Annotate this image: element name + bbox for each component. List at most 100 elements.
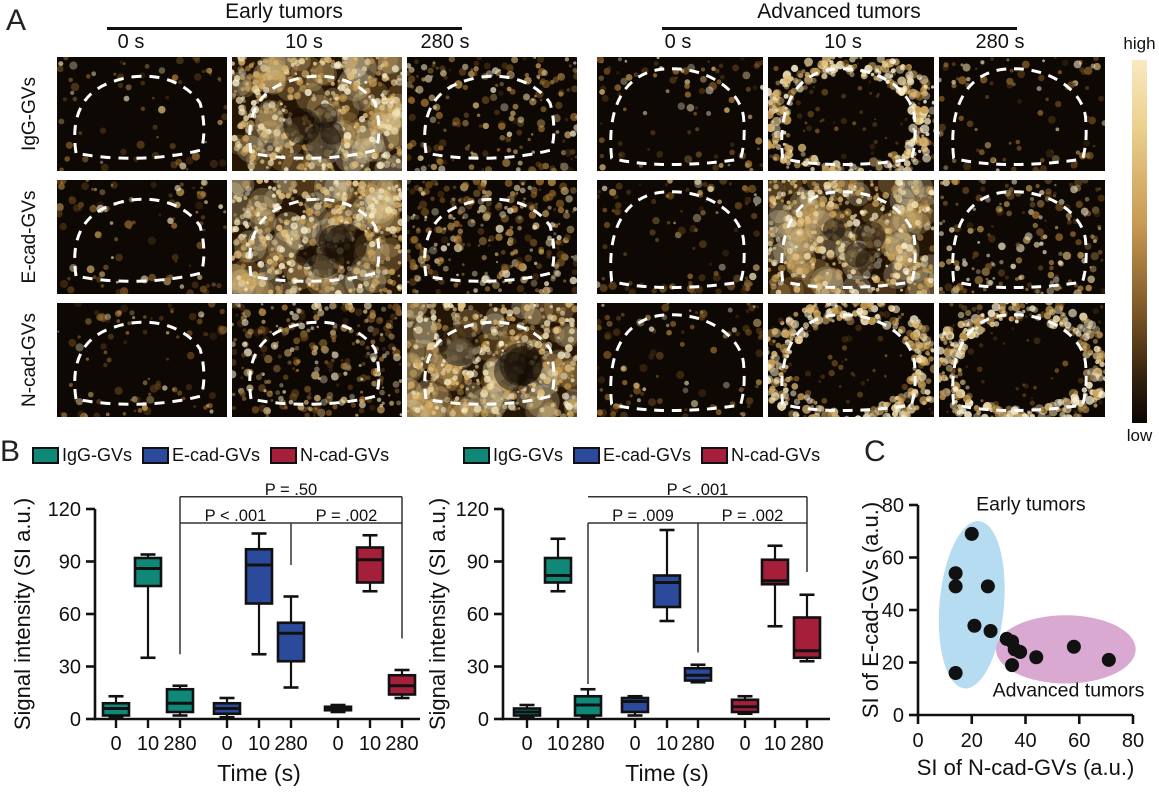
svg-text:120: 120	[456, 499, 489, 521]
svg-text:10: 10	[137, 733, 159, 755]
legend-early-plot: IgG-GVs E-cad-GVs N-cad-GVs	[32, 445, 389, 466]
svg-text:20: 20	[882, 653, 904, 675]
svg-text:60: 60	[882, 548, 904, 570]
colorbar-low-label: low	[1126, 426, 1153, 445]
cluster-label: Advanced tumors	[993, 680, 1145, 702]
svg-text:20: 20	[961, 730, 983, 752]
p-value-label: P = .50	[265, 481, 317, 499]
svg-text:30: 30	[467, 657, 489, 679]
y-axis-label: Signal intensity (SI a.u.)	[425, 498, 450, 730]
legend-item-igg: IgG-GVs	[463, 445, 563, 466]
legend-swatch-ncad	[701, 447, 729, 464]
ultrasound-image	[407, 180, 577, 294]
svg-text:40: 40	[1014, 730, 1036, 752]
time-label-early-280: 280 s	[420, 31, 470, 53]
x-axis-label: Time (s)	[625, 760, 708, 786]
scatter-point	[1101, 652, 1116, 667]
scatter-point	[948, 666, 963, 680]
svg-text:0: 0	[221, 733, 232, 755]
svg-text:0: 0	[893, 705, 904, 727]
scatter-point	[1013, 645, 1028, 659]
svg-text:280: 280	[385, 733, 418, 755]
svg-text:120: 120	[48, 499, 81, 521]
legend-item-igg: IgG-GVs	[32, 445, 132, 466]
time-label-adv-280: 280 s	[975, 31, 1025, 53]
scatter-point	[1005, 658, 1020, 673]
ultrasound-image	[939, 180, 1105, 294]
scatter-point	[964, 526, 979, 541]
time-label-early-0: 0 s	[117, 31, 145, 53]
ultrasound-image	[597, 57, 763, 171]
svg-text:10: 10	[359, 733, 381, 755]
legend-label-ncad: N-cad-GVs	[300, 445, 390, 465]
x-axis-label: Time (s)	[217, 760, 300, 786]
ultrasound-image	[768, 303, 934, 417]
cluster-ellipse	[995, 615, 1136, 684]
svg-text:280: 280	[571, 733, 604, 755]
p-value-label: P < .001	[205, 507, 267, 525]
row-label-igg: IgG-GVs	[19, 77, 40, 151]
p-value-label: P = .002	[316, 507, 378, 525]
svg-text:10: 10	[656, 733, 678, 755]
panel-c-label: C	[864, 435, 886, 468]
legend-item-ncad: N-cad-GVs	[701, 445, 820, 466]
scatter-point	[948, 566, 963, 581]
legend-label-ecad: E-cad-GVs	[603, 445, 692, 465]
legend-item-ecad: E-cad-GVs	[573, 445, 691, 466]
group-title-advanced: Advanced tumors	[757, 0, 921, 23]
legend-item-ncad: N-cad-GVs	[270, 445, 389, 466]
ultrasound-image	[407, 303, 577, 417]
y-axis-label: SI of E-cad-GVs (a.u.)	[858, 502, 883, 718]
panel-a-label: A	[6, 4, 27, 37]
advanced-underline	[662, 27, 1017, 30]
box-IgG-GVs	[165, 687, 195, 714]
legend-label-igg: IgG-GVs	[493, 445, 564, 465]
svg-text:80: 80	[1122, 730, 1144, 752]
ultrasound-image	[768, 180, 934, 294]
svg-text:10: 10	[248, 733, 270, 755]
svg-text:0: 0	[478, 709, 489, 731]
ultrasound-image	[57, 57, 227, 171]
row-label-ncad: N-cad-GVs	[19, 313, 40, 407]
svg-text:80: 80	[882, 495, 904, 517]
svg-text:60: 60	[59, 604, 81, 626]
p-value-label: P = .009	[612, 507, 674, 525]
row-label-ecad: E-cad-GVs	[19, 190, 40, 284]
box-E-cad-GVs	[276, 621, 306, 663]
ultrasound-image	[232, 57, 402, 171]
svg-text:60: 60	[467, 604, 489, 626]
colorbar-high-label: high	[1123, 34, 1156, 53]
legend-label-ncad: N-cad-GVs	[731, 445, 821, 465]
box-IgG-GVs	[133, 556, 163, 588]
scatter-point	[1029, 650, 1044, 665]
legend-swatch-igg	[463, 447, 490, 464]
scatter-point	[1066, 639, 1081, 654]
svg-text:280: 280	[274, 733, 307, 755]
x-axis-label: SI of N-cad-GVs (a.u.)	[917, 755, 1135, 780]
svg-text:280: 280	[790, 733, 823, 755]
scatter-point	[948, 579, 963, 594]
svg-text:10: 10	[764, 733, 786, 755]
group-title-early: Early tumors	[225, 0, 343, 23]
time-label-early-10: 10 s	[285, 31, 323, 53]
legend-swatch-igg	[32, 447, 59, 464]
svg-text:90: 90	[467, 552, 489, 574]
scatter-plot: 0 20 40 60 80 0 20 40 60 80 SI of N-cad-GVs (a.u.)…	[858, 493, 1145, 780]
legend-advanced-plot: IgG-GVs E-cad-GVs N-cad-GVs	[463, 445, 820, 466]
scatter-point	[980, 579, 995, 594]
svg-text:0: 0	[739, 733, 750, 755]
ultrasound-image	[407, 57, 577, 171]
svg-text:60: 60	[1068, 730, 1090, 752]
ultrasound-image	[939, 303, 1105, 417]
svg-text:0: 0	[629, 733, 640, 755]
scatter-point	[967, 618, 982, 633]
svg-text:0: 0	[110, 733, 121, 755]
time-label-adv-10: 10 s	[824, 31, 862, 53]
ultrasound-image	[768, 57, 934, 171]
ultrasound-image	[597, 303, 763, 417]
time-label-adv-0: 0 s	[664, 31, 692, 53]
p-value-label: P = .002	[722, 507, 784, 525]
svg-text:90: 90	[59, 552, 81, 574]
svg-text:30: 30	[59, 657, 81, 679]
svg-text:0: 0	[70, 709, 81, 731]
